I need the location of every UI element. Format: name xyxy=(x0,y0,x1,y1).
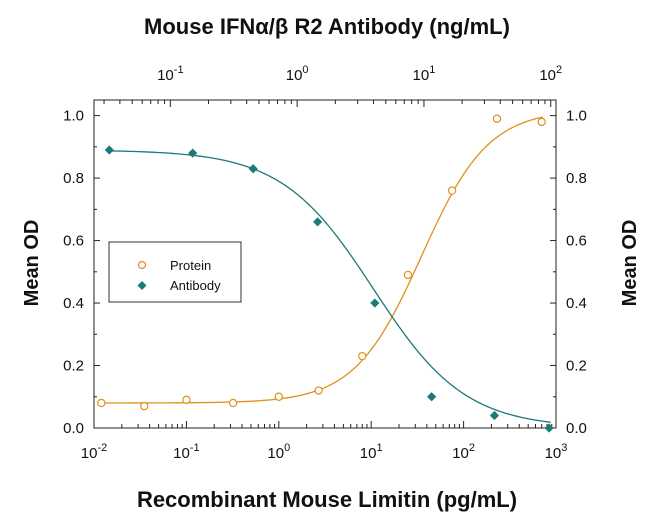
x-bottom-tick-label-base: 10 xyxy=(267,445,284,462)
top-axis-title: Mouse IFNα/β R2 Antibody (ng/mL) xyxy=(144,14,510,39)
x-top-tick-label-base: 10 xyxy=(539,67,556,84)
legend-protein-marker xyxy=(137,260,147,270)
protein-data-point xyxy=(447,186,457,195)
x-bottom-tick-label-exponent: 2 xyxy=(469,442,475,454)
y-tick-label-right: 1.0 xyxy=(566,108,587,125)
x-bottom-tick-label-base: 10 xyxy=(545,445,562,462)
protein-data-point xyxy=(492,114,502,123)
x-bottom-tick-label-exponent: 3 xyxy=(561,442,567,454)
x-bottom-tick-label: 102 xyxy=(452,442,475,462)
protein-data-point xyxy=(140,401,149,411)
protein-data-point xyxy=(274,392,283,401)
x-top-tick-label: 10-1 xyxy=(157,64,183,84)
y-tick-label-left: 0.4 xyxy=(63,295,84,312)
x-top-tick-label-base: 10 xyxy=(157,67,174,84)
x-top-tick-label-exponent: 2 xyxy=(556,64,562,76)
x-top-tick-label: 101 xyxy=(413,64,436,84)
y-tick-label-right: 0.0 xyxy=(566,420,587,437)
y-tick-label-right: 0.6 xyxy=(566,233,587,250)
x-top-tick-label-base: 10 xyxy=(413,67,430,84)
antibody-data-point xyxy=(188,148,198,158)
x-bottom-tick-label: 10-1 xyxy=(173,442,199,462)
antibody-data-point xyxy=(104,145,114,155)
protein-data-point xyxy=(537,117,546,127)
axis-ticks: 0.0 0.00.2 0.20.4 0.40.6 0.60.8 0.81.0 1.010-2… xyxy=(63,64,587,462)
protein-data-point xyxy=(97,398,106,408)
antibody-data-point xyxy=(313,217,323,227)
plot-frame xyxy=(93,99,557,429)
x-bottom-tick-label-exponent: 0 xyxy=(284,442,290,454)
legend-antibody-label: Antibody xyxy=(170,278,221,293)
y-axis-title-right: Mean OD xyxy=(619,220,641,307)
legend-box xyxy=(108,241,242,303)
y-tick-label-left: 0.6 xyxy=(63,233,84,250)
data-points xyxy=(97,114,554,433)
y-tick-label-right: 0.4 xyxy=(566,295,587,312)
antibody-fit-curve xyxy=(107,150,551,423)
x-bottom-tick-label: 10-2 xyxy=(81,442,107,462)
protein-data-point xyxy=(182,395,191,405)
legend-antibody-marker xyxy=(137,281,147,290)
x-bottom-tick-label-base: 10 xyxy=(360,445,377,462)
x-top-tick-label-base: 10 xyxy=(286,67,303,84)
x-bottom-tick-label: 101 xyxy=(360,442,383,462)
protein-data-point xyxy=(358,351,367,361)
legend: Protein Antibody xyxy=(108,241,242,303)
protein-data-point xyxy=(403,270,413,280)
y-axis-title-left: Mean OD xyxy=(21,220,43,307)
x-top-tick-label-exponent: -1 xyxy=(174,64,184,76)
y-tick-label-right: 0.2 xyxy=(566,358,587,375)
x-top-tick-label-exponent: 1 xyxy=(429,64,435,76)
x-bottom-tick-label-base: 10 xyxy=(173,445,190,462)
legend-protein-label: Protein xyxy=(170,258,211,273)
x-bottom-tick-label: 100 xyxy=(267,442,290,462)
antibody-data-point xyxy=(544,423,554,433)
antibody-data-point xyxy=(427,392,437,402)
y-tick-label-left: 0.8 xyxy=(63,170,84,187)
x-top-tick-label-exponent: 0 xyxy=(302,64,308,76)
x-top-tick-label: 100 xyxy=(286,64,309,84)
y-tick-label-left: 0.0 xyxy=(63,420,84,437)
antibody-data-point xyxy=(248,164,258,174)
x-top-tick-label: 102 xyxy=(539,64,562,84)
x-bottom-tick-label: 103 xyxy=(545,442,568,462)
x-bottom-tick-label-exponent: 1 xyxy=(376,442,382,454)
x-bottom-tick-label-base: 10 xyxy=(81,445,98,462)
x-bottom-tick-label-base: 10 xyxy=(452,445,469,462)
y-tick-label-left: 1.0 xyxy=(63,108,84,125)
y-tick-label-right: 0.8 xyxy=(566,170,587,187)
protein-data-point xyxy=(314,386,323,395)
x-bottom-tick-label-exponent: -1 xyxy=(190,442,200,454)
y-tick-label-left: 0.2 xyxy=(63,358,84,375)
antibody-data-point xyxy=(489,410,500,421)
protein-data-point xyxy=(228,398,238,408)
x-bottom-tick-label-exponent: -2 xyxy=(97,442,107,454)
x-axis-title: Recombinant Mouse Limitin (pg/mL) xyxy=(137,487,517,512)
antibody-data-point xyxy=(370,298,380,308)
